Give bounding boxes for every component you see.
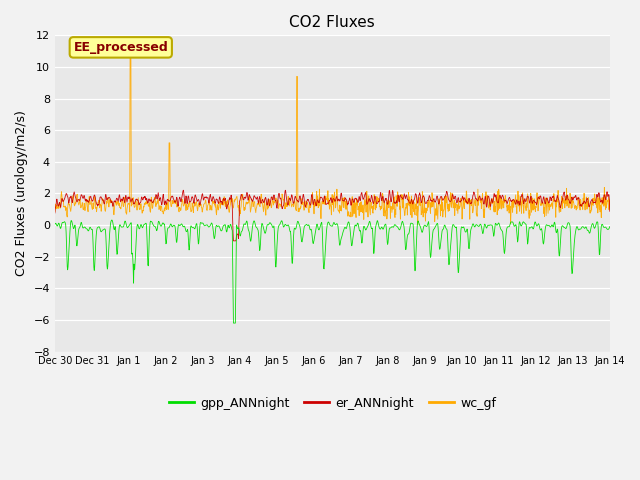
Legend: gpp_ANNnight, er_ANNnight, wc_gf: gpp_ANNnight, er_ANNnight, wc_gf [164, 392, 501, 415]
Y-axis label: CO2 Fluxes (urology/m2/s): CO2 Fluxes (urology/m2/s) [15, 110, 28, 276]
Title: CO2 Fluxes: CO2 Fluxes [289, 15, 375, 30]
Text: EE_processed: EE_processed [74, 41, 168, 54]
